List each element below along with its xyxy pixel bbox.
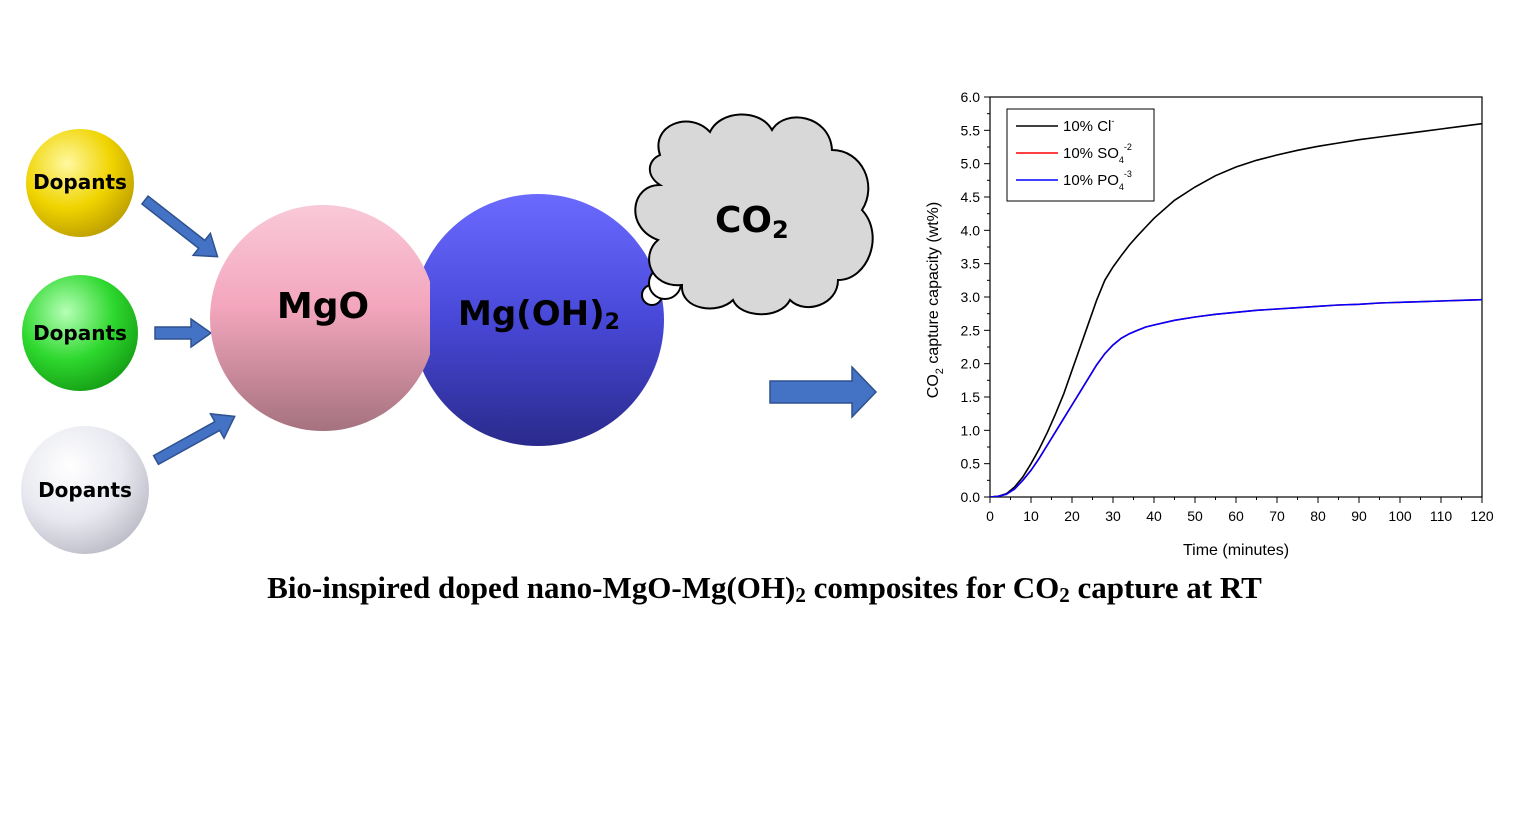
figure-caption: Bio-inspired doped nano-MgO-Mg(OH)2 comp… [267,570,1262,607]
legend-entry: 10% Cl- [1063,116,1114,135]
dopant-label: Dopants [38,478,132,502]
y-tick-label: 6.0 [961,89,981,105]
arrow-to-chart [769,365,878,419]
x-tick-label: 40 [1146,508,1162,524]
mgoh2-label: Mg(OH)2 [458,294,620,335]
y-tick-label: 3.5 [961,256,981,272]
mgo-label: MgO [277,286,369,327]
series-line-1 [990,122,1482,497]
y-tick-label: 0.5 [961,456,981,472]
x-tick-label: 100 [1388,508,1412,524]
x-tick-label: 10 [1023,508,1039,524]
arrow-white-to-mgo [152,412,236,466]
x-axis-label: Time (minutes) [1183,542,1289,559]
y-tick-label: 1.0 [961,422,981,438]
x-tick-label: 70 [1269,508,1285,524]
dopant-sphere-green: Dopants [22,275,138,391]
y-axis-label: CO2 capture capacity (wt%) [925,202,946,398]
legend: 10% Cl- 10% SO4-2 10% PO4-3 [1006,108,1155,202]
x-tick-label: 30 [1105,508,1121,524]
x-tick-label: 20 [1064,508,1080,524]
y-tick-label: 5.0 [961,156,981,172]
x-tick-label: 120 [1470,508,1494,524]
x-tick-label: 80 [1310,508,1326,524]
y-tick-label: 2.0 [961,356,981,372]
y-axis: 0.0 0.5 1.0 1.5 2.0 2.5 3.0 3.5 4.0 4.5 5.0 5.5 6.0 [961,89,990,505]
dopant-sphere-white: Dopants [21,426,149,554]
plot-frame [989,96,1483,498]
co2-capture-chart: 0 10 20 30 40 50 60 70 80 90 100 110 120 0.0 0.5 1.0 1.… [925,89,1494,559]
y-tick-label: 3.0 [961,289,981,305]
dopant-label: Dopants [33,321,127,345]
x-tick-label: 90 [1351,508,1367,524]
x-tick-label: 0 [986,508,994,524]
series-lines [990,122,1482,497]
dopant-sphere-yellow: Dopants [26,129,134,237]
legend-entry: 10% PO4-3 [1063,169,1132,192]
dopant-label: Dopants [33,170,127,194]
mgoh2-sphere [412,194,664,446]
y-tick-label: 2.5 [961,322,981,338]
co2-thought-cloud: CO2 [634,113,874,316]
arrow-green-to-mgo [154,317,213,349]
series-line-3 [990,298,1482,497]
x-tick-label: 110 [1430,508,1453,524]
co2-label: CO2 [715,200,789,244]
x-axis: 0 10 20 30 40 50 60 70 80 90 100 110 120 [986,497,1494,524]
y-tick-label: 0.0 [961,489,981,505]
x-tick-label: 60 [1228,508,1244,524]
x-tick-label: 50 [1187,508,1203,524]
y-tick-label: 1.5 [961,389,981,405]
mgo-sphere [210,205,430,431]
y-tick-label: 4.0 [961,222,981,238]
y-tick-label: 5.5 [961,122,981,138]
arrow-yellow-to-mgo [140,195,219,258]
y-tick-label: 4.5 [961,189,981,205]
legend-entry: 10% SO4-2 [1063,142,1132,165]
